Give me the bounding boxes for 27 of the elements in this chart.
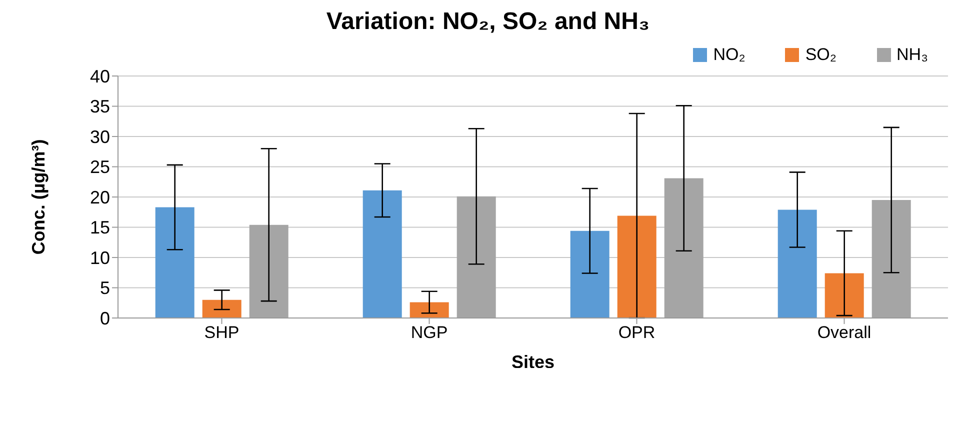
y-tick-label: 20 — [90, 187, 110, 208]
y-tick-label: 35 — [90, 96, 110, 117]
bar — [824, 273, 864, 318]
y-tick-label: 30 — [90, 126, 110, 147]
x-tick-label: NGP — [410, 323, 448, 342]
bar — [617, 216, 656, 318]
bar — [202, 300, 242, 318]
y-axis-title: Conc. (µg/m³) — [28, 139, 48, 255]
y-tick-label: 15 — [90, 218, 110, 238]
bar — [570, 230, 610, 318]
legend-label: NO₂ — [713, 45, 746, 65]
bar — [362, 190, 402, 318]
y-tick-label: 10 — [90, 248, 110, 268]
y-tick-label: 0 — [100, 308, 110, 328]
chart-title: Variation: NO₂, SO₂ and NH₃ — [325, 8, 651, 37]
bar — [778, 210, 817, 318]
y-tick-label: 40 — [90, 66, 110, 86]
legend-label: SO₂ — [805, 45, 837, 65]
y-tick-label: 25 — [90, 157, 110, 178]
x-tick-label: SHP — [204, 323, 240, 342]
bar — [410, 302, 449, 318]
x-axis-title: Sites — [511, 352, 555, 372]
legend-label: NH₃ — [896, 45, 928, 65]
bar — [155, 207, 194, 318]
x-tick-label: OPR — [618, 323, 656, 342]
x-tick-label: Overall — [817, 323, 872, 342]
y-tick-label: 5 — [100, 278, 110, 298]
